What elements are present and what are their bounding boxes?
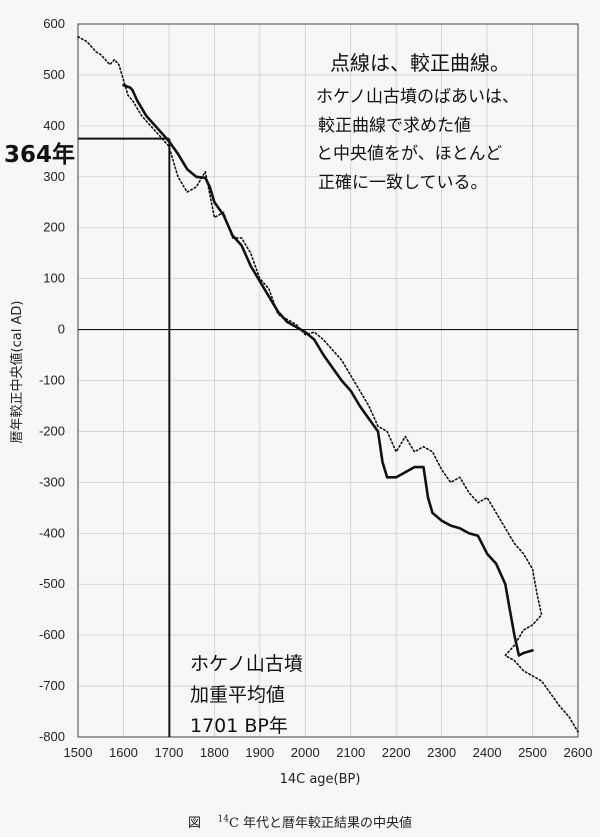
- x-tick-labels: 1500 1600 1700 1800 1900 2000 2100 2200 2300 2400…: [64, 745, 593, 760]
- caption-superscript: 14: [217, 814, 229, 825]
- y-tick-label: 100: [43, 271, 65, 286]
- x-tick-label: 2400: [473, 745, 502, 760]
- x-tick-label: 2500: [518, 745, 547, 760]
- x-tick-label: 2100: [336, 745, 365, 760]
- calibration-curve-dotted: [77, 35, 579, 733]
- y-tick-label: 0: [58, 322, 65, 337]
- note-line: 加重平均値: [190, 684, 285, 706]
- x-tick-label: 1600: [109, 745, 138, 760]
- x-tick-label: 1900: [245, 745, 274, 760]
- y-tick-label: -300: [39, 474, 65, 489]
- note-hokenoyama: ホケノ山古墳 加重平均値 1701 BP年: [190, 653, 303, 737]
- note-line: 較正曲線で求めた値: [318, 116, 471, 136]
- median-curve-solid: [122, 83, 534, 657]
- annotation-364-label: 364年: [4, 141, 75, 168]
- y-tick-labels: 600 500 400 300 200 100 0 -100 -200 -300 -400 -500 -…: [39, 16, 65, 744]
- y-tick-label: 200: [43, 220, 65, 235]
- note-calibration: 点線は、較正曲線。 ホケノ山古墳のばあいは、 較正曲線で求めた値 と中央値をが、…: [316, 51, 519, 193]
- x-tick-label: 1700: [154, 745, 183, 760]
- annotations: [78, 137, 171, 737]
- plot-frame: [77, 23, 579, 738]
- x-tick-label: 1800: [200, 745, 229, 760]
- y-tick-label: -800: [39, 729, 65, 744]
- figure-caption: 図 14C 年代と暦年較正結果の中央値: [0, 812, 600, 831]
- y-tick-label: -600: [39, 627, 65, 642]
- note-line: ホケノ山古墳のばあいは、: [316, 87, 519, 107]
- note-line: 正確に一致している。: [318, 173, 488, 193]
- y-tick-label: -100: [39, 373, 65, 388]
- x-axis-label: 14C age(BP): [280, 772, 361, 787]
- note-line: ホケノ山古墳: [190, 653, 303, 675]
- x-tick-label: 2300: [427, 745, 456, 760]
- y-tick-label: -200: [39, 423, 65, 438]
- note-line: と中央値をが、ほとんど: [316, 144, 502, 164]
- caption-text: C 年代と暦年較正結果の中央値: [228, 816, 413, 831]
- y-tick-label: -700: [39, 678, 65, 693]
- y-axis-label: 暦年較正中央値(cal AD): [9, 301, 25, 444]
- y-tick-label: -400: [39, 525, 65, 540]
- x-tick-label: 1500: [64, 745, 93, 760]
- x-tick-label: 2200: [382, 745, 411, 760]
- note-line: 点線は、較正曲線。: [330, 51, 510, 75]
- y-tick-label: 400: [43, 118, 65, 133]
- y-tick-label: 500: [43, 67, 65, 82]
- plot-border: [77, 23, 579, 738]
- note-line: 1701 BP年: [190, 715, 288, 737]
- series: [77, 35, 579, 733]
- y-tick-label: 300: [43, 169, 65, 184]
- y-tick-label: 600: [43, 16, 65, 31]
- x-tick-label: 2000: [291, 745, 320, 760]
- y-tick-label: -500: [39, 576, 65, 591]
- caption-prefix: 図: [187, 816, 201, 831]
- x-tick-label: 2600: [564, 745, 593, 760]
